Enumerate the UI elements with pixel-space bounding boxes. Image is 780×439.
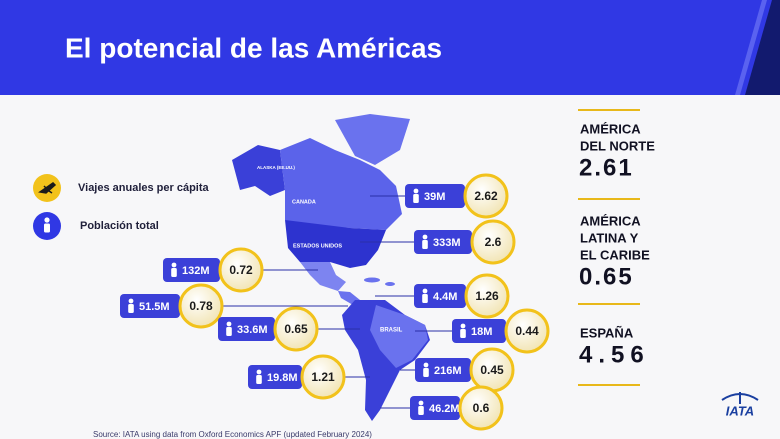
trips-value: 1.21 [311,370,335,384]
trips-value: 0.45 [480,363,504,377]
person-icon [226,327,232,336]
map-label: ESTADOS UNIDOS [293,243,342,249]
person-icon [418,400,424,406]
greenland [335,114,410,165]
person-icon [226,321,232,327]
header-stripe [745,0,780,95]
trips-value: 1.26 [475,289,499,303]
population-box [218,317,275,341]
population: 33.6M [237,324,268,336]
region-name: AMÉRICA [580,121,641,136]
source: Source: IATA using data from Oxford Econ… [93,430,372,439]
logo-text: IATA [726,403,754,418]
person-icon [422,288,428,294]
trips-coin [218,247,264,293]
trips-value: 2.6 [485,235,502,249]
trips-value: 0.78 [189,299,213,313]
person-icon [460,323,466,329]
caribbean [364,277,380,283]
legend-label: Población total [80,220,159,232]
trips-coin [273,306,319,352]
plane-icon [38,182,57,194]
population-box [415,358,471,382]
population-box [405,184,465,208]
region-value: 0.65 [579,263,634,290]
region-value: 2.61 [579,154,634,181]
person-icon [128,304,134,313]
region-name: LATINA Y [580,230,639,245]
region-name: DEL NORTE [580,138,655,153]
population: 39M [424,191,445,203]
trips-coin [464,273,510,319]
population: 216M [434,365,462,377]
population-box [163,258,220,282]
mexico [300,262,346,291]
region-value: 4.56 [579,341,650,368]
region-name: AMÉRICA [580,213,641,228]
trips-value: 0.65 [284,322,308,336]
person-icon [422,294,428,303]
map-label: BRASIL [380,328,403,334]
region-name: EL CARIBE [580,247,650,262]
trips-value: 0.6 [473,401,490,415]
person-icon [44,223,50,233]
population: 132M [182,265,210,277]
alaska [232,145,285,196]
brazil [370,305,428,368]
trips-value: 2.62 [474,189,498,203]
trips-coin [504,308,550,354]
trips-value: 0.44 [515,324,539,338]
person-icon [423,368,429,377]
person-icon [128,298,134,304]
person-icon [44,217,50,223]
population: 18M [471,326,492,338]
region-name: ESPAÑA [580,325,634,340]
caribbean [385,282,395,286]
trips-coin [470,219,516,265]
population: 4.4M [433,291,457,303]
person-icon [423,362,429,368]
person-icon [460,329,466,338]
legend-label: Viajes anuales per cápita [78,182,210,194]
population: 46.2M [429,403,460,415]
trips-value: 0.72 [229,263,253,277]
united-states [285,220,386,268]
canada [280,138,402,230]
trips-coin [458,385,504,431]
population-box [414,230,472,254]
header-stripe [735,0,767,95]
header-band [0,0,780,95]
person-icon [422,240,428,249]
person-icon [413,188,419,194]
person-icon [171,262,177,268]
person-icon [418,406,424,415]
logo: IATA [721,392,759,418]
person-icon [256,375,262,384]
person-icon [422,234,428,240]
trips-coin [178,283,224,329]
title: El potencial de las Américas [65,32,442,63]
person-icon [413,194,419,203]
population: 333M [433,237,461,249]
population: 19.8M [267,372,298,384]
trips-coin [300,354,346,400]
map-label: CANADA [292,199,316,205]
map-label: ALASKA (EE.UU.) [257,165,295,170]
population: 51.5M [139,301,170,313]
person-icon [256,369,262,375]
trips-coin [463,173,509,219]
population-box [120,294,180,318]
person-icon [171,268,177,277]
